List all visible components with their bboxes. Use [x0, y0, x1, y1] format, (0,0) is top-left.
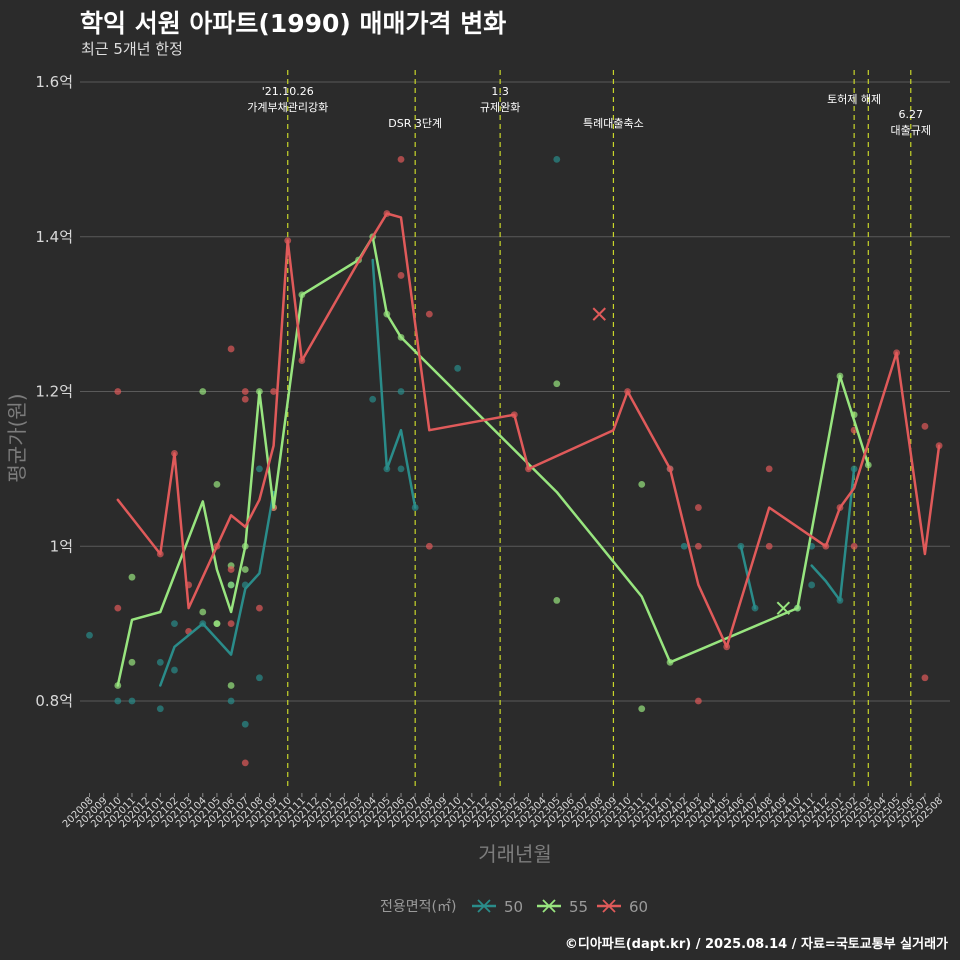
data-point — [553, 597, 561, 604]
data-point — [397, 465, 405, 473]
data-point — [397, 155, 405, 163]
legend-title: 전용면적(㎡) — [380, 899, 456, 915]
policy-annotation-text: 1.3 — [491, 85, 509, 98]
data-point — [128, 658, 136, 666]
data-point — [638, 480, 646, 488]
data-point — [241, 566, 249, 573]
data-point — [270, 388, 277, 395]
data-point — [765, 465, 773, 473]
policy-annotation-text: '21.10.26 — [262, 85, 314, 98]
data-point — [369, 395, 377, 403]
y-tick-label: 1.6억 — [35, 73, 73, 91]
chart-title: 학익 서원 아파트(1990) 매매가격 변화 — [80, 9, 507, 38]
data-point — [227, 581, 235, 589]
data-point — [638, 705, 646, 713]
policy-annotation-text: 가계부채관리강화 — [247, 101, 328, 114]
y-axis-title: 평균가(원) — [5, 393, 29, 482]
data-point — [256, 465, 263, 473]
data-point — [850, 542, 858, 550]
series-line — [116, 235, 870, 687]
x-axis-ticks: 2020082020092020102020112020122021012021… — [61, 793, 945, 830]
legend-swatch-cross — [602, 899, 616, 913]
data-point — [694, 542, 702, 550]
data-point — [241, 388, 249, 395]
data-point — [808, 581, 816, 589]
data-point — [171, 620, 178, 628]
legend: 전용면적(㎡) 50 55 60 — [380, 898, 648, 916]
legend-label: 55 — [569, 898, 588, 916]
data-point — [213, 480, 221, 488]
data-point — [227, 682, 235, 689]
policy-annotation-text: 특례대출축소 — [583, 117, 644, 130]
legend-swatch-cross — [542, 899, 556, 913]
cross-marker — [776, 601, 791, 615]
y-tick-label: 1억 — [50, 537, 73, 555]
legend-swatch-cross — [477, 899, 491, 913]
policy-lines — [287, 70, 912, 790]
y-tick-label: 0.8억 — [35, 692, 73, 710]
data-point — [765, 542, 773, 550]
data-point — [921, 422, 929, 430]
data-point — [454, 364, 462, 372]
legend-label: 50 — [504, 898, 523, 916]
y-tick-label: 1.2억 — [35, 383, 73, 401]
scatter-points — [86, 155, 943, 767]
data-point — [694, 504, 702, 511]
legend-label: 60 — [629, 898, 648, 916]
x-axis-title: 거래년월 — [478, 842, 552, 866]
policy-annotation-text: DSR 3단계 — [388, 117, 442, 130]
data-point — [171, 666, 178, 674]
data-point — [227, 345, 235, 353]
policy-annotation-text: 규제완화 — [480, 101, 520, 114]
data-point — [86, 631, 93, 639]
data-point — [227, 566, 235, 573]
data-point — [397, 272, 405, 279]
data-point — [921, 674, 929, 682]
data-point — [114, 697, 122, 705]
data-point — [156, 658, 164, 666]
data-point — [256, 604, 263, 612]
legend-items: 50 55 60 — [472, 898, 648, 916]
policy-annotation-text: 토허제 해제 — [827, 92, 881, 106]
policy-annotation-text: 6.27 — [899, 108, 924, 121]
y-axis-ticks: 0.8억 1억 1.2억 1.4억 1.6억 — [35, 73, 73, 710]
policy-annotation-text: 대출규제 — [891, 124, 931, 137]
data-point — [241, 720, 249, 728]
grid-layer — [80, 81, 950, 702]
data-point — [425, 310, 433, 318]
data-point — [227, 620, 235, 628]
data-point — [227, 697, 235, 705]
data-point — [114, 388, 122, 395]
data-point — [256, 674, 263, 682]
series-line — [810, 467, 856, 602]
data-point — [241, 395, 249, 403]
chart-subtitle: 최근 5개년 한정 — [81, 40, 183, 58]
cross-marker — [592, 307, 606, 321]
data-point — [425, 542, 433, 550]
data-point — [680, 542, 688, 550]
data-point — [199, 608, 207, 616]
source-caption: ©디아파트(dapt.kr) / 2025.08.14 / 자료=국토교통부 실… — [564, 937, 948, 952]
data-point — [156, 705, 164, 713]
data-point — [397, 388, 405, 395]
series-line — [371, 258, 417, 509]
data-point — [128, 697, 136, 705]
data-point — [553, 155, 561, 163]
data-point — [553, 380, 561, 388]
data-point — [241, 759, 249, 767]
data-point — [114, 604, 122, 612]
y-tick-label: 1.4억 — [35, 228, 73, 246]
series-line — [159, 490, 275, 687]
series-lines — [116, 212, 941, 687]
data-point — [213, 620, 221, 628]
data-point — [199, 388, 207, 395]
cross-markers — [592, 307, 791, 615]
data-point — [694, 697, 702, 705]
series-line — [116, 212, 941, 649]
data-point — [128, 573, 136, 581]
